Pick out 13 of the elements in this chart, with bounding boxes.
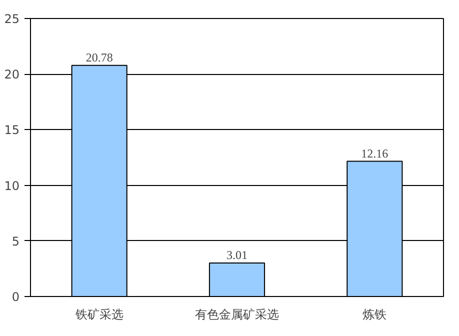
x-tick-label: 有色金属矿采选 xyxy=(195,308,279,322)
y-tick-label: 15 xyxy=(4,123,20,138)
y-tick-label: 0 xyxy=(12,290,20,304)
x-tick-label: 铁矿采选 xyxy=(74,308,124,322)
y-tick-label: 25 xyxy=(4,12,20,26)
y-tick-label: 5 xyxy=(12,234,20,248)
y-tick-label: 20 xyxy=(4,68,20,82)
data-label: 3.01 xyxy=(226,248,248,262)
x-tick-label: 炼铁 xyxy=(362,308,387,322)
y-tick-label: 10 xyxy=(4,178,20,193)
bar xyxy=(208,262,266,296)
data-label: 20.78 xyxy=(86,50,113,64)
data-label: 12.16 xyxy=(361,146,388,160)
